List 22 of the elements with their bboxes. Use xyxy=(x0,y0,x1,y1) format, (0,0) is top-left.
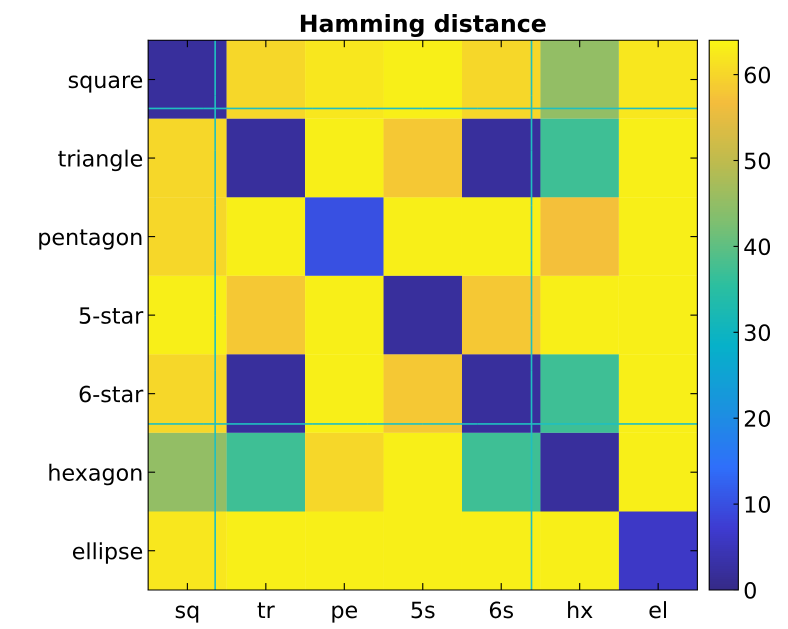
color-bar-label: 20 xyxy=(744,410,770,427)
x-tick-label: hx xyxy=(568,601,593,618)
x-tick-label: tr xyxy=(258,602,275,618)
y-tick-label: 5-star xyxy=(80,307,144,324)
color-bar-label: 0 xyxy=(744,582,756,599)
x-tick-label: el xyxy=(649,601,666,618)
y-tick-label: hexagon xyxy=(49,464,142,486)
color-bar-label: 40 xyxy=(744,238,770,256)
color-bar-label: 10 xyxy=(746,496,770,513)
color-bar-label: 30 xyxy=(744,324,770,342)
y-tick-label: triangle xyxy=(58,150,142,172)
y-tick-label: 6-star xyxy=(80,386,144,402)
y-tick-label: pentagon xyxy=(39,229,142,250)
x-tick-label: 5s xyxy=(412,602,435,618)
y-tick-label: ellipse xyxy=(72,542,142,564)
x-tick-label: pe xyxy=(332,606,358,623)
y-tick-label: square xyxy=(68,76,142,93)
color-bar-label: 60 xyxy=(744,66,770,84)
color-bar-label: 50 xyxy=(744,152,770,170)
x-tick-label: 6s xyxy=(490,602,513,618)
x-tick-label: sq xyxy=(176,606,198,623)
chart-title: Hamming distance xyxy=(300,14,546,38)
